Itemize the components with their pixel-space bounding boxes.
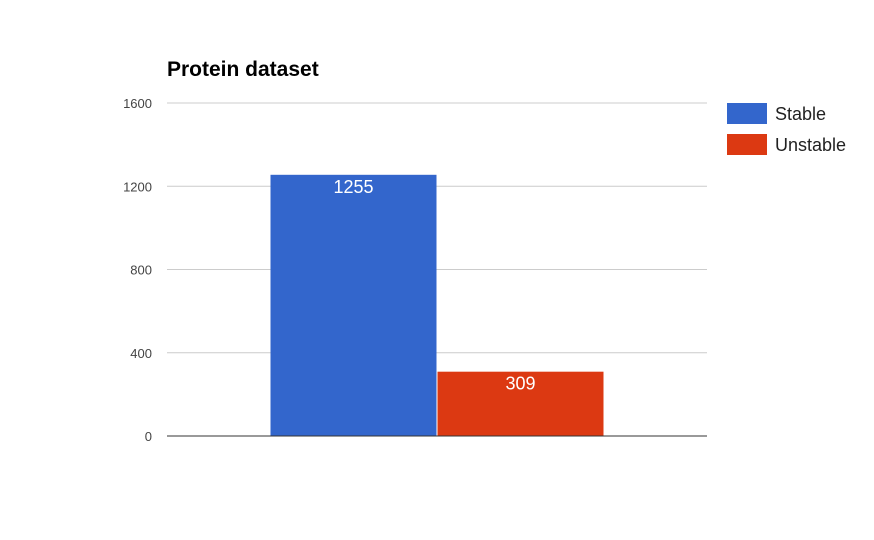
chart-title: Protein dataset xyxy=(167,58,319,81)
legend-swatch-unstable xyxy=(727,134,767,155)
data-labels: 1255 309 xyxy=(333,177,535,394)
y-tick-label: 400 xyxy=(130,346,152,361)
legend-label-stable: Stable xyxy=(775,104,826,124)
y-axis-ticks: 0 400 800 1200 1600 xyxy=(123,96,152,444)
grid-lines xyxy=(167,102,707,354)
data-label-stable: 1255 xyxy=(333,177,373,197)
y-tick-label: 0 xyxy=(145,429,152,444)
y-tick-label: 800 xyxy=(130,263,152,278)
legend: Stable Unstable xyxy=(727,103,846,155)
legend-label-unstable: Unstable xyxy=(775,135,846,155)
bar-unstable xyxy=(437,371,604,436)
y-tick-label: 1600 xyxy=(123,96,152,111)
y-tick-label: 1200 xyxy=(123,179,152,194)
data-label-unstable: 309 xyxy=(505,374,535,394)
bars xyxy=(270,174,604,436)
legend-swatch-stable xyxy=(727,103,767,124)
bar-stable xyxy=(270,174,437,436)
